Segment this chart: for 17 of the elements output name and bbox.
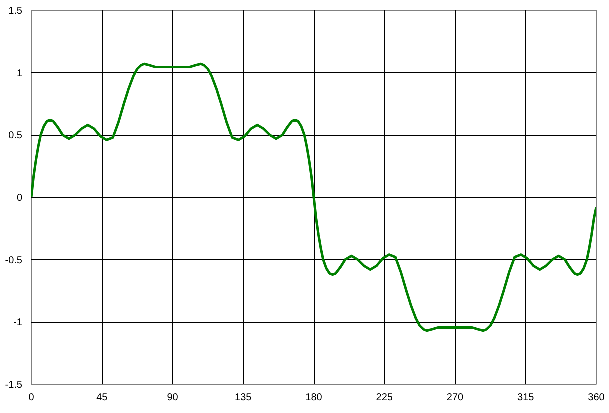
y-tick-label: -0.5 xyxy=(5,255,23,266)
y-tick-label: 0.5 xyxy=(8,130,23,142)
x-tick-label: 360 xyxy=(588,392,606,404)
x-tick-label: 270 xyxy=(446,392,464,404)
line-series xyxy=(32,62,596,332)
y-tick-label: -1 xyxy=(14,318,23,329)
x-tick-label: 45 xyxy=(96,392,108,404)
y-tick-label: 0 xyxy=(16,193,23,204)
x-tick-label: 135 xyxy=(235,392,252,404)
x-tick-label: 0 xyxy=(28,392,35,404)
y-tick-label: -1.5 xyxy=(5,380,23,391)
y-tick-label: 1 xyxy=(16,68,23,80)
x-tick-label: 180 xyxy=(306,392,323,404)
y-tick-label: 1.5 xyxy=(8,6,23,17)
x-tick-label: 315 xyxy=(518,392,535,404)
x-tick-label: 90 xyxy=(167,392,179,404)
x-tick-label: 225 xyxy=(376,392,394,404)
